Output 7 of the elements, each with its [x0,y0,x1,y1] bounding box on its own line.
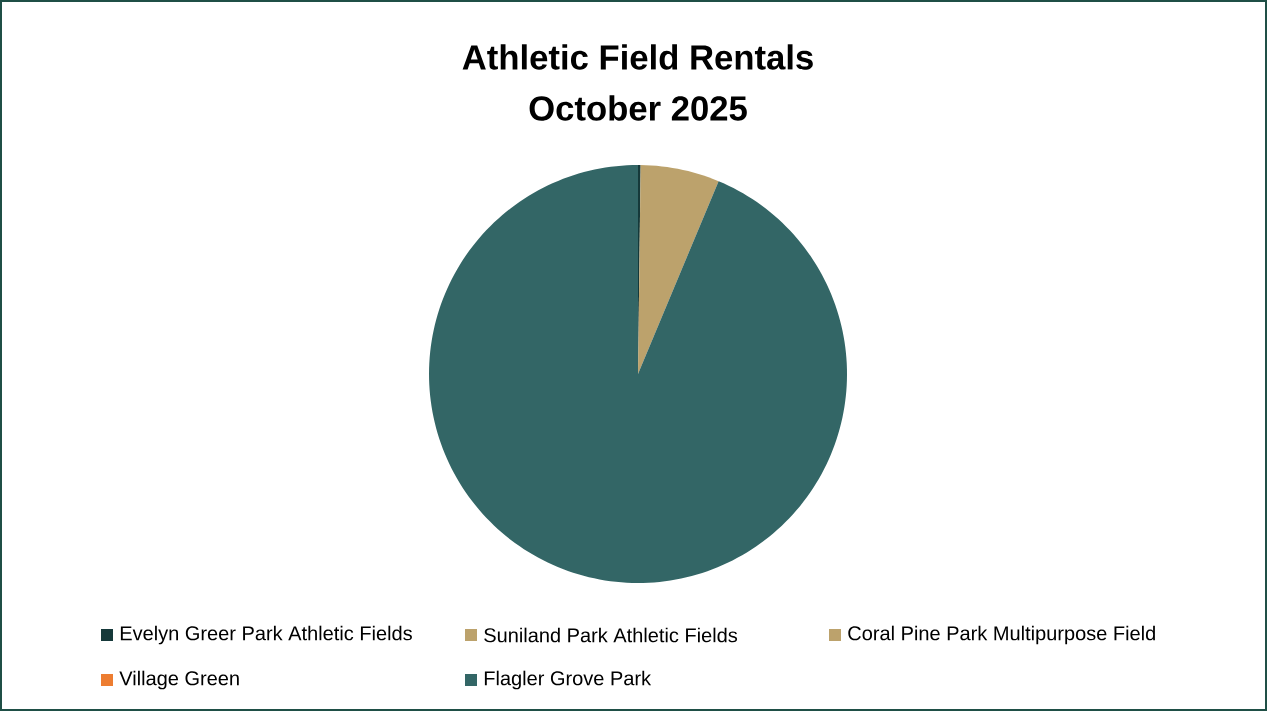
legend-label: Evelyn Greer Park Athletic Fields [120,625,412,645]
legend-label: Village Green [119,670,239,690]
legend-label: Suniland Park Athletic Fields [484,627,738,643]
chart-title: Athletic Field Rentals [462,44,813,70]
legend-label: Coral Pine Park Multipurpose Field [848,625,1155,645]
legend-label: Flagler Grove Park [484,670,652,690]
chart-subtitle: October 2025 [529,95,747,121]
